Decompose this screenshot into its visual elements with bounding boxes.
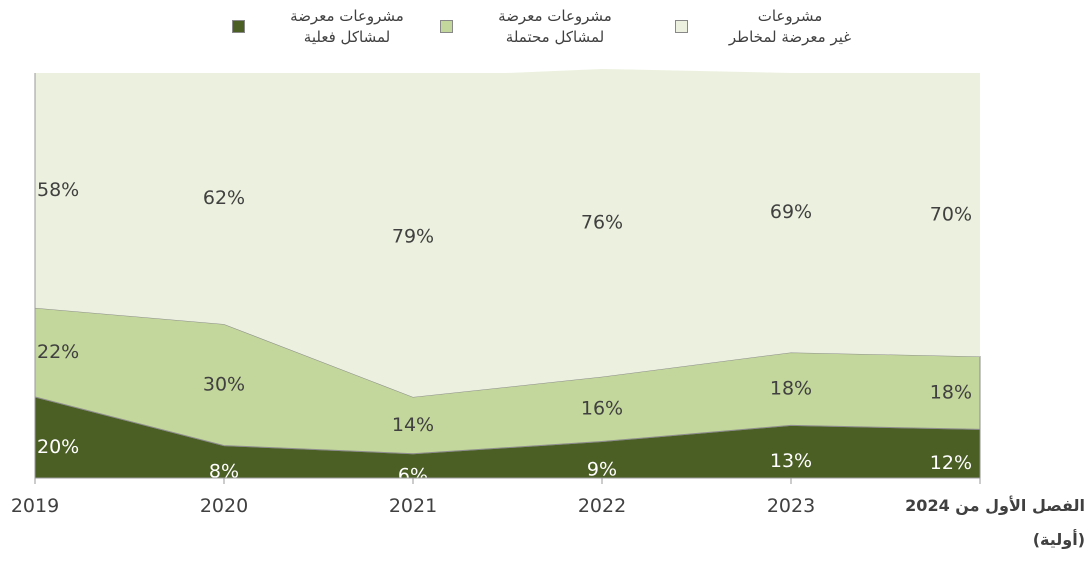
value-label: 30% <box>203 373 245 395</box>
value-label: 69% <box>770 201 812 223</box>
value-label: 9% <box>587 458 617 480</box>
legend-swatch <box>232 20 245 33</box>
value-label: 79% <box>392 226 434 248</box>
value-label: 12% <box>930 452 972 474</box>
legend-label: مشروعات غير معرضة لمخاطر <box>728 7 852 46</box>
x-tick-label: 2023 <box>766 495 816 517</box>
x-tick-label: 2020 <box>199 495 249 517</box>
value-label: 14% <box>392 414 434 436</box>
value-label: 20% <box>37 436 79 458</box>
value-label: 18% <box>930 381 972 403</box>
value-label: 22% <box>37 341 79 363</box>
legend-label: مشروعات معرضة لمشاكل محتملة <box>498 7 612 46</box>
value-label: 76% <box>581 211 623 233</box>
legend-swatch <box>675 20 688 33</box>
value-label: 58% <box>37 179 79 201</box>
x-tick-label: 2019 <box>10 495 60 517</box>
x-tick-label: 2022 <box>577 495 627 517</box>
legend-swatch <box>440 20 453 33</box>
value-label: 13% <box>770 450 812 472</box>
area <box>35 68 980 397</box>
x-tick-label: 2021 <box>388 495 438 517</box>
value-label: 8% <box>209 460 239 482</box>
value-label: 18% <box>770 377 812 399</box>
value-label: 62% <box>203 187 245 209</box>
legend-label: مشروعات معرضة لمشاكل فعلية <box>290 7 404 46</box>
x-tick-label: الفصل الأول من 2024 (أولية) <box>905 496 1085 549</box>
value-label: 70% <box>930 203 972 225</box>
value-label: 16% <box>581 398 623 420</box>
value-label: 6% <box>398 464 428 486</box>
